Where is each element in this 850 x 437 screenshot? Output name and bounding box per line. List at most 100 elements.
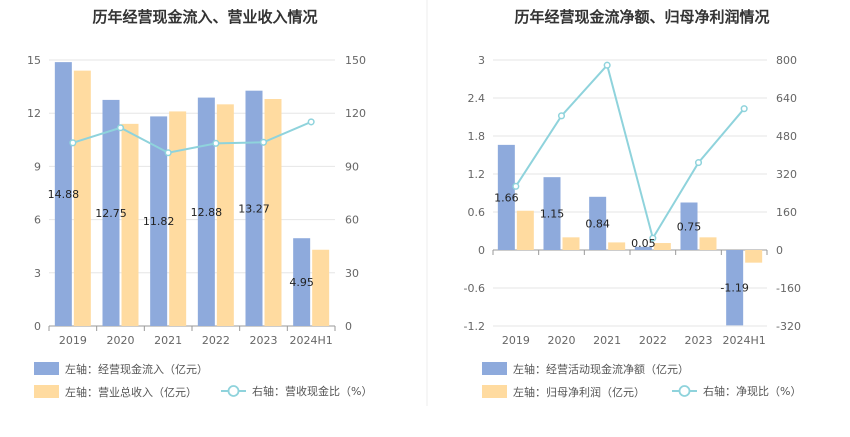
right-axis-tick-label: 60 (345, 214, 359, 227)
bar-data-label: 4.95 (289, 276, 314, 289)
bar-secondary (169, 111, 187, 326)
legend-label: 左轴：营业总收入（亿元） (65, 385, 197, 399)
left-axis-tick-label: 1.2 (468, 168, 486, 181)
bar-secondary (216, 104, 234, 326)
left-axis-tick-label: 0 (34, 320, 41, 333)
left-axis-tick-label: 12 (27, 107, 41, 120)
bar-data-label: 12.75 (95, 207, 127, 220)
bar-primary (634, 246, 652, 250)
left-axis-tick-label: 3 (478, 54, 485, 67)
bar-data-label: 11.82 (143, 215, 175, 228)
line-point (212, 139, 220, 147)
left-axis-tick-label: 1.8 (468, 130, 486, 143)
bar-secondary (562, 237, 580, 250)
bar-primary (245, 90, 263, 326)
legend-line-marker (678, 385, 691, 397)
left-axis-tick-label: 15 (27, 54, 41, 67)
x-axis-tick-label: 2021 (154, 334, 182, 347)
legend-swatch (34, 385, 59, 398)
bar-data-label: 12.88 (191, 206, 223, 219)
bar-primary (197, 97, 215, 326)
legend-label: 右轴：营收现金比（%） (252, 384, 372, 398)
bar-primary (726, 250, 744, 326)
left-axis-tick-label: 9 (34, 160, 41, 173)
left-axis-tick-label: -0.6 (464, 282, 485, 295)
right-axis-tick-label: 30 (345, 267, 359, 280)
bar-secondary (121, 123, 139, 326)
left-axis-tick-label: -1.2 (464, 320, 485, 333)
bar-secondary (608, 242, 626, 250)
right-axis-tick-label: 0 (776, 244, 783, 257)
x-axis-tick-label: 2019 (502, 334, 530, 347)
series-line (514, 63, 745, 241)
right-axis-tick-label: 0 (345, 320, 352, 333)
bar-data-label: -1.19 (720, 282, 748, 295)
bar-primary (589, 196, 607, 250)
line-point (740, 105, 748, 113)
bar-secondary (516, 210, 534, 250)
left-axis-tick-label: 0.6 (468, 206, 486, 219)
bar-data-label: 1.15 (540, 208, 565, 221)
left-axis-tick-label: 2.4 (468, 92, 486, 105)
line-point (649, 234, 657, 242)
line-point (164, 149, 172, 157)
legend-swatch (482, 385, 507, 398)
bar-primary (54, 62, 72, 327)
right-axis-tick-label: -320 (776, 320, 801, 333)
right-axis-tick-label: -160 (776, 282, 801, 295)
bar-primary (293, 238, 311, 326)
chart-title: 历年经营现金流入、营业收入情况 (92, 8, 317, 26)
x-axis-tick-label: 2023 (685, 334, 713, 347)
bar-secondary (73, 70, 91, 326)
left-axis-tick-label: 6 (34, 214, 41, 227)
bar-data-label: 0.05 (631, 237, 656, 250)
series-line (72, 120, 312, 154)
x-axis-tick-label: 2024H1 (723, 334, 766, 347)
bar-primary (680, 202, 698, 250)
bar-secondary (653, 243, 671, 250)
x-axis-tick-label: 2019 (59, 334, 87, 347)
x-axis-tick-label: 2022 (639, 334, 667, 347)
line-point (694, 159, 703, 167)
line-point (557, 112, 566, 120)
x-axis-tick-label: 2022 (202, 334, 230, 347)
x-axis-tick-label: 2020 (107, 334, 135, 347)
bar-data-label: 13.27 (238, 202, 270, 215)
bar-data-label: 1.66 (494, 191, 519, 204)
bar-data-label: 14.88 (48, 188, 80, 201)
right-axis-tick-label: 320 (776, 168, 797, 181)
right-axis-tick-label: 90 (345, 160, 359, 173)
legend-label: 左轴：经营现金流入（亿元） (65, 362, 208, 376)
bar-secondary (745, 250, 763, 263)
bar-primary (497, 144, 515, 250)
legend-label: 左轴：归母净利润（亿元） (513, 385, 645, 399)
right-axis-tick-label: 480 (776, 130, 797, 143)
bar-data-label: 0.84 (585, 217, 610, 230)
bar-secondary (264, 99, 282, 326)
legend-swatch (482, 362, 507, 375)
x-axis-tick-label: 2024H1 (290, 334, 333, 347)
line-point (307, 118, 315, 126)
x-axis-tick-label: 2020 (548, 334, 576, 347)
right-axis-tick-label: 160 (776, 206, 797, 219)
legend-label: 左轴：经营活动现金流净额（亿元） (513, 362, 689, 376)
line-point (69, 139, 77, 147)
x-axis-tick-label: 2021 (593, 334, 621, 347)
right-axis-tick-label: 800 (776, 54, 797, 67)
legend-line-marker (227, 385, 240, 397)
line-point (512, 182, 520, 190)
line-point (603, 61, 611, 69)
line-point (116, 124, 125, 132)
right-axis-tick-label: 120 (345, 107, 366, 120)
bar-primary (543, 177, 561, 250)
bar-data-label: 0.75 (677, 220, 702, 233)
left-axis-tick-label: 0 (478, 244, 485, 257)
bar-secondary (312, 249, 330, 326)
legend-label: 右轴：净现比（%） (703, 384, 801, 398)
bar-secondary (699, 237, 717, 250)
right-axis-tick-label: 640 (776, 92, 797, 105)
right-axis-tick-label: 150 (345, 54, 366, 67)
left-axis-tick-label: 3 (34, 267, 41, 280)
